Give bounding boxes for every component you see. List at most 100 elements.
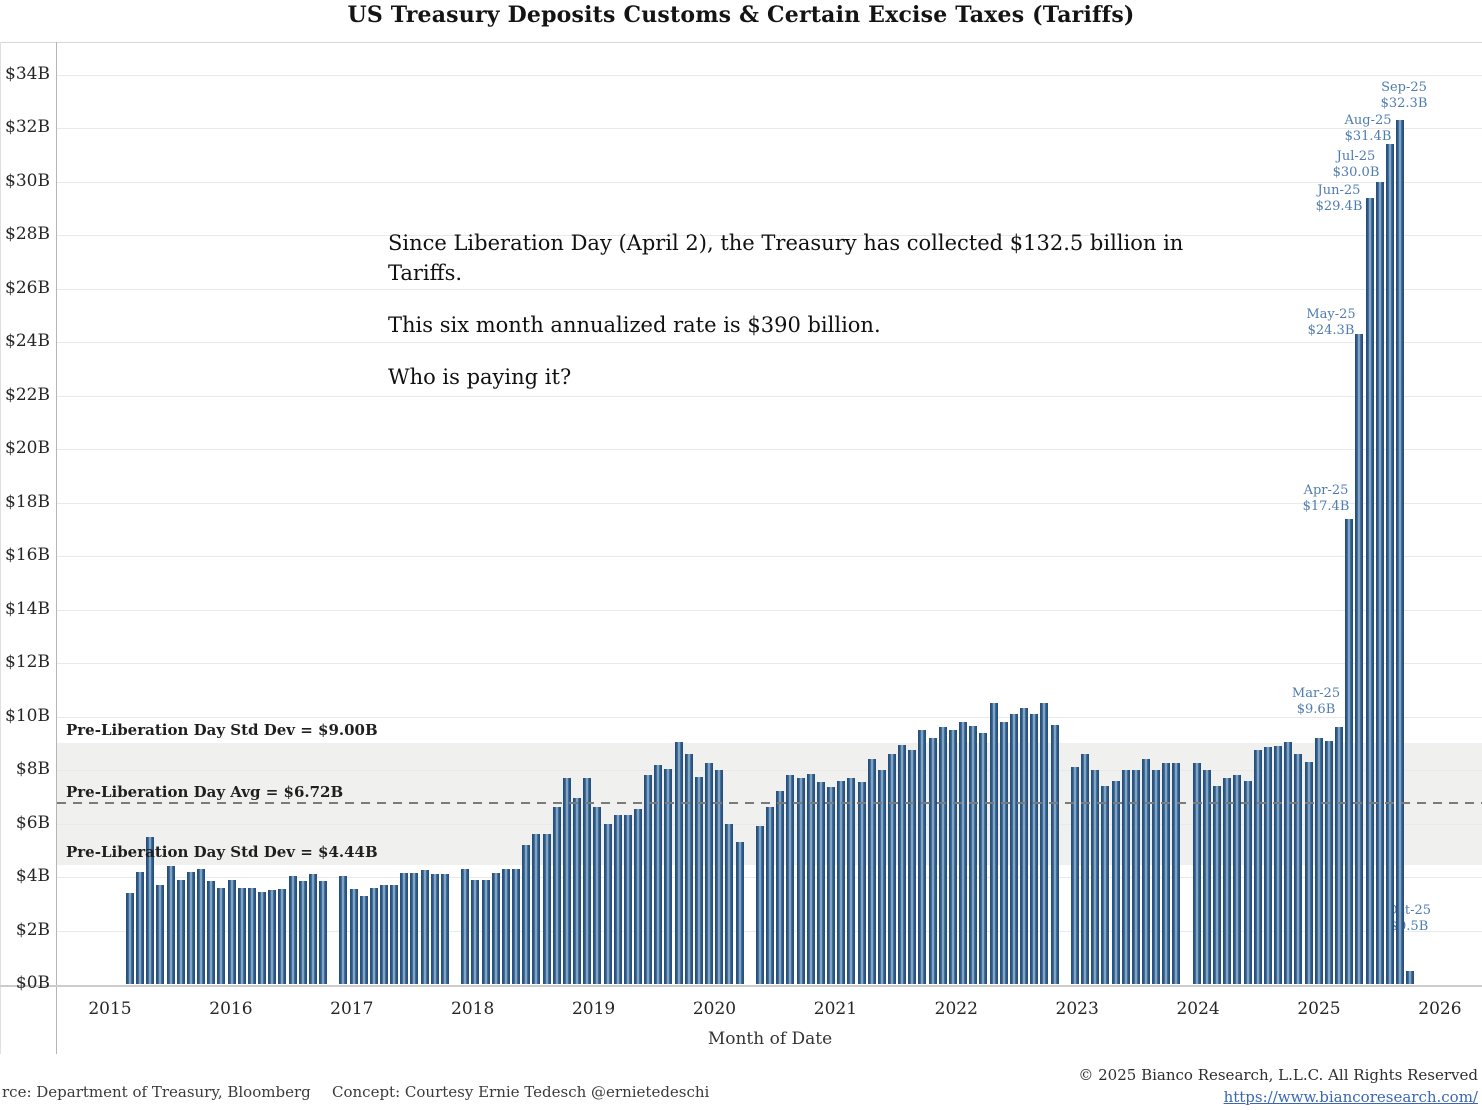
footer-source: rce: Department of Treasury, Bloomberg	[2, 1083, 311, 1101]
y-tick-label: $2B	[15, 919, 50, 940]
bar-Feb-19	[593, 807, 602, 984]
bar-Jun-24	[1243, 780, 1252, 984]
y-tick-label: $10B	[5, 705, 50, 726]
gridline	[57, 449, 1482, 450]
bar-Mar-24	[1213, 786, 1222, 984]
callout-Apr-25: Apr-25 $17.4B	[1302, 483, 1350, 514]
gridline	[57, 502, 1482, 504]
bar-Apr-18	[491, 872, 500, 984]
bar-Jan-17	[339, 875, 348, 984]
bar-Mar-23	[1091, 770, 1100, 984]
bar-Aug-19	[654, 764, 663, 984]
bar-Aug-23	[1142, 759, 1150, 984]
bar-Feb-20	[715, 770, 724, 984]
bar-Mar-17	[359, 895, 368, 984]
bar-May-21	[867, 759, 876, 984]
bar-May-23	[1111, 780, 1120, 984]
bar-Sep-15	[176, 879, 185, 984]
bar-Jun-16	[268, 890, 277, 984]
top-border-line	[0, 42, 1482, 43]
bar-Feb-24	[1202, 770, 1211, 984]
bar-Mar-19	[603, 823, 612, 984]
bar-May-16	[258, 891, 267, 984]
bar-Dec-19	[694, 776, 703, 984]
bar-Apr-15	[126, 893, 134, 984]
y-tick-label: $18B	[5, 491, 50, 512]
bar-Nov-24	[1294, 753, 1303, 984]
y-tick-label: $24B	[5, 331, 50, 351]
y-tick-label: $28B	[5, 224, 50, 244]
chart-title: US Treasury Deposits Customs & Certain E…	[347, 2, 1135, 28]
x-year-label-2023: 2023	[1055, 999, 1099, 1019]
gridline	[57, 235, 1482, 236]
bar-Sep-17	[420, 870, 429, 984]
bar-Dec-15	[207, 881, 216, 984]
y-tick-label: $12B	[5, 652, 50, 672]
bar-Sep-22	[1030, 713, 1039, 984]
gridline	[57, 74, 1482, 76]
std-dev-upper-label: Pre-Liberation Day Std Dev = $9.00B	[66, 721, 378, 739]
y-tick-label: $22B	[5, 384, 50, 405]
bar-Feb-17	[349, 889, 358, 984]
y-tick-label: $4B	[15, 866, 50, 886]
avg-reference-dashed-line	[57, 802, 1482, 804]
y-tick-label: $30B	[5, 170, 50, 191]
gridline	[57, 395, 1482, 397]
footer-link[interactable]: https://www.biancoresearch.com/	[1223, 1088, 1478, 1106]
bar-Sep-24	[1274, 745, 1283, 984]
bar-Mar-16	[237, 887, 246, 984]
bar-Apr-20	[735, 842, 744, 984]
bar-Jan-19	[583, 778, 592, 984]
bar-Jun-25	[1365, 197, 1374, 984]
callout-Aug-25: Aug-25 $31.4B	[1344, 113, 1392, 144]
y-tick-label: $32B	[5, 117, 50, 137]
gridline	[57, 770, 1482, 771]
bar-May-19	[623, 815, 632, 984]
bar-Mar-21	[847, 778, 856, 984]
bar-Jun-18	[512, 868, 521, 984]
bar-Oct-22	[1040, 703, 1049, 984]
bar-Jan-21	[827, 787, 836, 984]
x-year-label-2022: 2022	[934, 999, 978, 1019]
bar-Oct-17	[430, 874, 439, 984]
y-tick-label: $20B	[5, 438, 50, 458]
bar-Jan-16	[217, 887, 226, 984]
left-border-line	[0, 42, 1, 1054]
std-dev-lower-label: Pre-Liberation Day Std Dev = $4.44B	[66, 843, 378, 861]
bar-Sep-25	[1396, 119, 1404, 984]
x-year-label-2017: 2017	[330, 999, 374, 1019]
footer-copyright: © 2025 Bianco Research, L.L.C. All Right…	[1078, 1066, 1478, 1084]
bar-Apr-22	[979, 732, 988, 984]
bar-Mar-25	[1335, 727, 1344, 984]
gridline	[57, 288, 1482, 290]
y-tick-label: $6B	[15, 812, 50, 833]
bar-Apr-25	[1345, 518, 1354, 984]
bar-Nov-19	[684, 753, 693, 984]
bar-Dec-18	[573, 798, 582, 984]
bar-Apr-16	[247, 887, 256, 984]
bar-Feb-25	[1324, 740, 1333, 984]
y-tick-label: $14B	[5, 598, 50, 619]
bar-May-18	[501, 868, 510, 984]
bar-Jul-17	[400, 872, 409, 984]
bar-Nov-23	[1172, 763, 1181, 984]
bar-Nov-15	[197, 868, 206, 984]
footer-concept: Concept: Courtesy Ernie Tedesch @erniete…	[332, 1083, 710, 1101]
callout-Jun-25: Jun-25 $29.4B	[1315, 183, 1363, 214]
bar-Feb-18	[471, 879, 480, 984]
bar-Aug-18	[532, 834, 541, 984]
callout-Jul-25: Jul-25 $30.0B	[1332, 149, 1380, 180]
bar-Sep-21	[908, 749, 917, 984]
bar-Dec-20	[816, 782, 825, 984]
gridline	[57, 609, 1482, 611]
bar-Nov-20	[806, 774, 815, 984]
x-axis-title: Month of Date	[707, 1029, 833, 1049]
bar-Feb-23	[1081, 753, 1090, 984]
bar-Oct-19	[674, 741, 683, 984]
bar-Oct-25	[1406, 970, 1415, 984]
bar-Aug-21	[898, 744, 907, 984]
bar-Sep-16	[298, 881, 307, 984]
annotation-line-2: This six month annualized rate is $390 b…	[388, 313, 881, 337]
x-axis-baseline	[0, 985, 1482, 987]
callout-Oct-25: Oct-25 $0.5B	[1386, 903, 1432, 934]
